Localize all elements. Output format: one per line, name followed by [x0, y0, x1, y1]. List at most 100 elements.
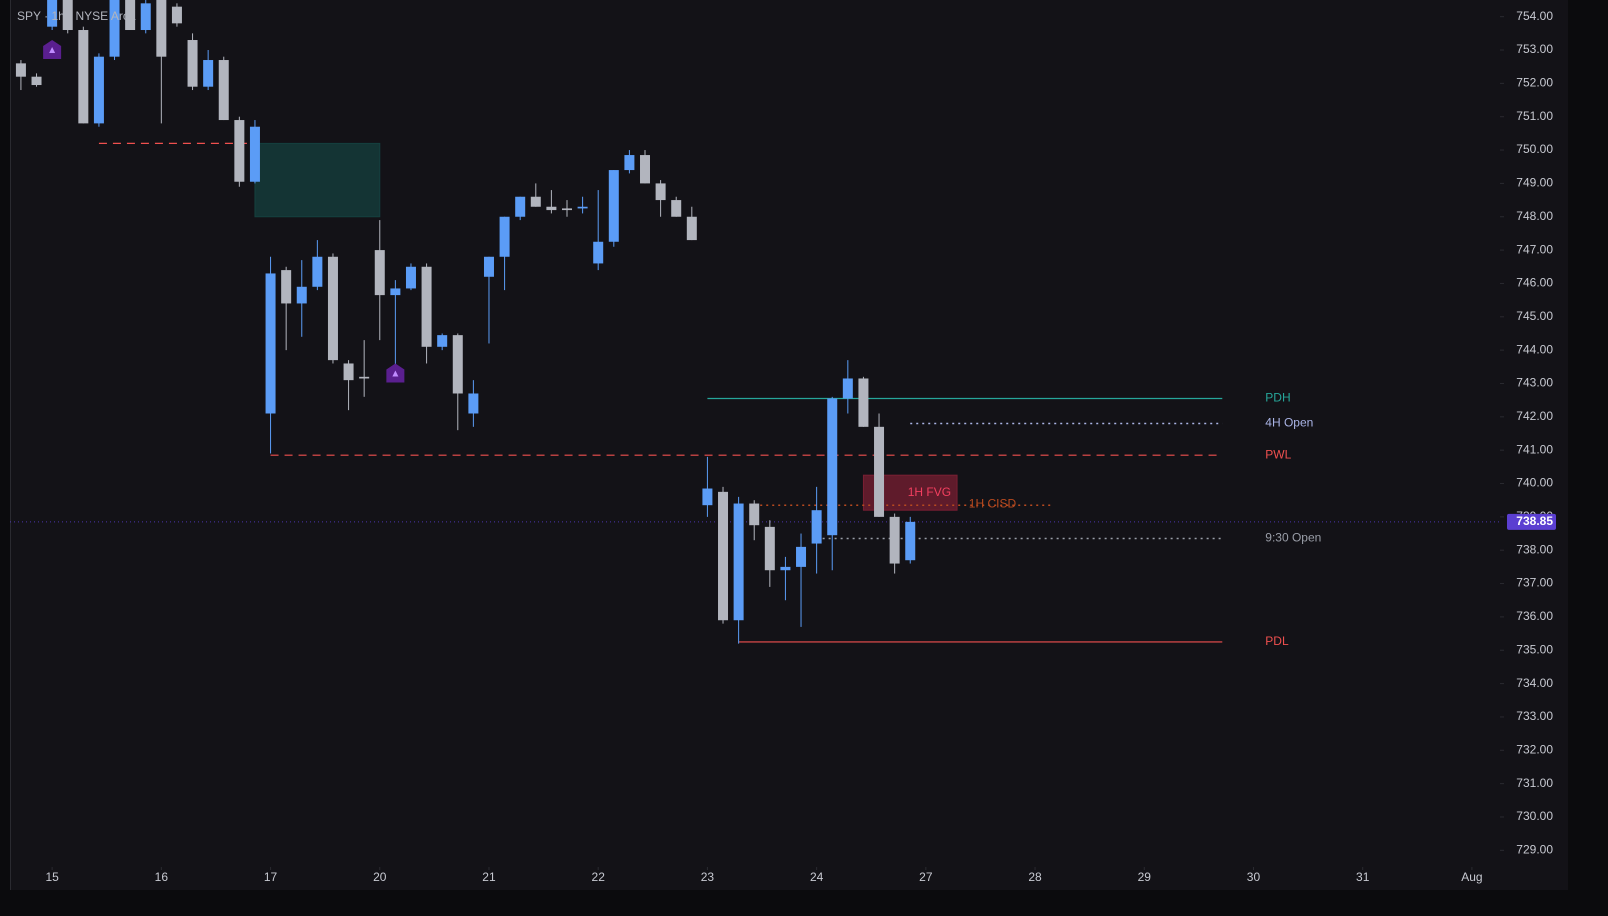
y-tick-label: 754.00 [1516, 9, 1553, 23]
y-tick-label: 738.00 [1516, 542, 1553, 556]
x-tick-label: 30 [1247, 870, 1261, 884]
last-price-box [1507, 513, 1556, 530]
y-tick-label: 730.00 [1516, 809, 1553, 823]
candle-body [655, 183, 666, 201]
candle-body [608, 170, 619, 242]
candle-body [452, 335, 463, 394]
x-tick-label: 16 [155, 870, 169, 884]
candle-body [640, 155, 651, 184]
candle-body [281, 270, 292, 304]
candle-body [78, 30, 89, 124]
y-tick-label: 740.00 [1516, 476, 1553, 490]
candle-body [47, 0, 58, 27]
signal-marker-arrow [392, 370, 399, 377]
y-tick-label: 743.00 [1516, 376, 1553, 390]
candle-body [577, 206, 588, 209]
y-tick-label: 734.00 [1516, 676, 1553, 690]
candle-body [312, 256, 323, 287]
candle-body [811, 510, 822, 544]
chart-title: SPY · 1h · NYSE Arca [17, 9, 136, 23]
y-tick-label: 753.00 [1516, 42, 1553, 56]
candle-body [889, 516, 900, 564]
candle-body [874, 426, 885, 517]
candle-body [374, 250, 385, 296]
candle-body [718, 491, 729, 621]
x-tick-label: 28 [1028, 870, 1042, 884]
candle-body [296, 286, 307, 304]
candle-body [390, 288, 401, 296]
zone [254, 142, 381, 218]
y-tick-label: 736.00 [1516, 609, 1553, 623]
candle-body [31, 76, 42, 86]
candle-body [749, 503, 760, 526]
candle-body [827, 398, 838, 536]
level-label: 9:30 Open [1265, 531, 1321, 545]
x-tick-label: 20 [373, 870, 387, 884]
x-tick-label: 27 [919, 870, 933, 884]
y-tick-label: 731.00 [1516, 776, 1553, 790]
candle-body [733, 503, 744, 621]
candle-body [561, 208, 572, 211]
x-tick-label: 15 [45, 870, 59, 884]
x-tick-label: Aug [1461, 870, 1482, 884]
y-tick-label: 746.00 [1516, 276, 1553, 290]
y-tick-label: 741.00 [1516, 442, 1553, 456]
y-tick-label: 747.00 [1516, 242, 1553, 256]
candle-body [858, 378, 869, 427]
y-tick-label: 729.00 [1516, 842, 1553, 856]
candle-body [421, 266, 432, 347]
y-tick-label: 750.00 [1516, 142, 1553, 156]
level-label: 1H CISD [969, 496, 1017, 510]
y-tick-label: 733.00 [1516, 709, 1553, 723]
candle-body [359, 376, 370, 379]
y-tick-label: 735.00 [1516, 642, 1553, 656]
candle-body [842, 378, 853, 399]
candle-body [327, 256, 338, 361]
candle-body [671, 200, 682, 217]
candle-body [905, 521, 916, 561]
candle-body [140, 3, 151, 31]
candle-body [265, 273, 276, 414]
candle-body [593, 241, 604, 264]
candle-body [515, 196, 526, 217]
zone-label: 1H FVG [908, 485, 951, 499]
y-tick-label: 752.00 [1516, 76, 1553, 90]
candle-body [218, 60, 229, 121]
candle-body [764, 526, 775, 571]
level-label: PWL [1265, 447, 1291, 461]
level-label: PDH [1265, 391, 1290, 405]
y-tick-label: 749.00 [1516, 176, 1553, 190]
candle-body [405, 266, 416, 289]
last-price-label: 738.85 [1516, 514, 1553, 528]
candle-body [468, 393, 479, 414]
y-tick-label: 744.00 [1516, 342, 1553, 356]
candle-body [249, 126, 260, 182]
candle-body [15, 63, 26, 77]
axes: 754.00 753.00 752.00 751.00 750.00 749.00 748.… [45, 9, 1556, 884]
candle-body [62, 0, 73, 31]
x-tick-label: 22 [592, 870, 606, 884]
y-tick-label: 751.00 [1516, 109, 1553, 123]
level-label: 4H Open [1265, 416, 1313, 430]
candle-body [187, 40, 198, 87]
candle-body [156, 0, 167, 57]
candle-body [109, 0, 120, 57]
candle-body [125, 0, 136, 31]
candle-body [780, 566, 791, 571]
x-tick-label: 23 [701, 870, 715, 884]
y-tick-label: 745.00 [1516, 309, 1553, 323]
candle-body [499, 216, 510, 257]
y-tick-label: 742.00 [1516, 409, 1553, 423]
x-tick-label: 17 [264, 870, 278, 884]
candle-body [171, 6, 182, 24]
y-tick-label: 737.00 [1516, 576, 1553, 590]
candle-body [546, 206, 557, 211]
candle-body [93, 56, 104, 124]
candle-body [203, 60, 214, 87]
y-tick-label: 732.00 [1516, 742, 1553, 756]
candle-body [483, 256, 494, 277]
candle-body [437, 335, 448, 347]
candle-body [234, 120, 245, 182]
